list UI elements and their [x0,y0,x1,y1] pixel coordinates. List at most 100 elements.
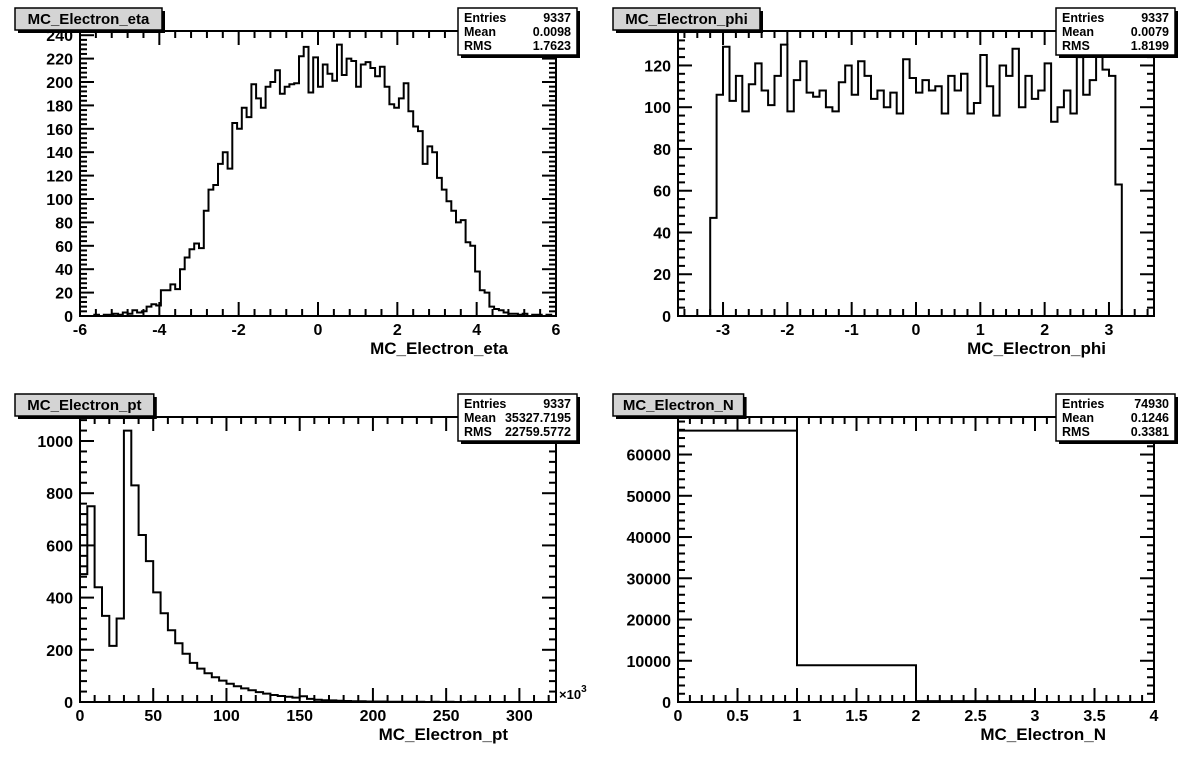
svg-text:1: 1 [976,322,985,339]
pad-mc-electron-eta: -6 -4 -2 0 2 4 6 0 20 40 60 80 100 120 140 160 180 200 220… [0,0,598,386]
svg-text:2.5: 2.5 [964,708,986,725]
svg-text:40000: 40000 [627,530,672,547]
svg-text:20: 20 [55,286,73,303]
svg-text:35327.7195: 35327.7195 [505,411,571,425]
svg-text:180: 180 [46,98,73,115]
svg-text:0.0098: 0.0098 [533,25,571,39]
svg-text:2: 2 [393,322,402,339]
svg-text:RMS: RMS [464,425,492,439]
svg-text:200: 200 [46,643,73,660]
svg-text:×103: ×103 [559,684,587,702]
svg-text:80: 80 [55,215,73,232]
svg-text:4: 4 [1150,708,1159,725]
svg-text:0: 0 [314,322,323,339]
svg-text:300: 300 [506,708,533,725]
svg-text:74930: 74930 [1134,397,1169,411]
svg-text:0: 0 [64,309,73,326]
svg-text:MC_Electron_pt: MC_Electron_pt [379,725,509,744]
svg-text:Mean: Mean [464,411,496,425]
svg-text:2: 2 [912,708,921,725]
svg-text:0.3381: 0.3381 [1131,425,1169,439]
svg-text:20000: 20000 [627,613,672,630]
svg-text:0: 0 [76,708,85,725]
svg-text:100: 100 [46,192,73,209]
svg-text:220: 220 [46,52,73,69]
svg-text:1000: 1000 [37,434,73,451]
svg-text:MC_Electron_pt: MC_Electron_pt [27,397,141,414]
svg-text:4: 4 [472,322,481,339]
svg-text:30000: 30000 [627,571,672,588]
svg-text:-2: -2 [780,322,794,339]
svg-text:MC_Electron_N: MC_Electron_N [980,725,1106,744]
svg-text:Entries: Entries [464,397,506,411]
svg-text:0.0079: 0.0079 [1131,25,1169,39]
svg-text:0: 0 [674,708,683,725]
svg-text:3.5: 3.5 [1083,708,1105,725]
svg-text:150: 150 [286,708,313,725]
svg-text:100: 100 [213,708,240,725]
svg-text:-3: -3 [716,322,730,339]
svg-text:Mean: Mean [1062,25,1094,39]
svg-text:6: 6 [552,322,561,339]
svg-text:60000: 60000 [627,448,672,465]
svg-text:60: 60 [653,184,671,201]
svg-text:Mean: Mean [1062,411,1094,425]
svg-text:10000: 10000 [627,654,672,671]
svg-text:0: 0 [912,322,921,339]
svg-text:80: 80 [653,142,671,159]
svg-text:1.8199: 1.8199 [1131,39,1169,53]
svg-text:120: 120 [644,58,671,75]
svg-text:160: 160 [46,122,73,139]
histogram-mc-electron-pt: 0 50 100 150 200 250 300 0 200 400 600 800 1000 MC_El… [0,386,598,772]
histogram-mc-electron-phi: -3 -2 -1 0 1 2 3 0 20 40 60 80 100 120 MC_Electron_phi… [598,0,1196,386]
svg-text:Mean: Mean [464,25,496,39]
svg-text:MC_Electron_phi: MC_Electron_phi [967,339,1106,358]
svg-text:3: 3 [1105,322,1114,339]
svg-text:RMS: RMS [1062,425,1090,439]
svg-text:1: 1 [793,708,802,725]
svg-text:-1: -1 [845,322,859,339]
svg-text:MC_Electron_phi: MC_Electron_phi [625,11,748,28]
svg-text:Entries: Entries [1062,397,1104,411]
svg-text:2: 2 [1040,322,1049,339]
svg-text:MC_Electron_N: MC_Electron_N [623,397,734,414]
svg-text:0: 0 [662,695,671,712]
svg-text:0.5: 0.5 [726,708,748,725]
svg-text:-4: -4 [152,322,166,339]
svg-text:600: 600 [46,538,73,555]
svg-text:40: 40 [55,262,73,279]
svg-text:Entries: Entries [1062,11,1104,25]
svg-text:-6: -6 [73,322,87,339]
svg-text:0: 0 [64,695,73,712]
svg-text:1.5: 1.5 [845,708,867,725]
svg-text:20: 20 [653,267,671,284]
svg-text:140: 140 [46,145,73,162]
svg-text:Entries: Entries [464,11,506,25]
svg-text:22759.5772: 22759.5772 [505,425,571,439]
svg-text:200: 200 [46,75,73,92]
svg-text:1.7623: 1.7623 [533,39,571,53]
svg-text:MC_Electron_eta: MC_Electron_eta [370,339,508,358]
svg-text:9337: 9337 [543,397,571,411]
svg-text:60: 60 [55,239,73,256]
svg-text:RMS: RMS [464,39,492,53]
pad-mc-electron-pt: 0 50 100 150 200 250 300 0 200 400 600 800 1000 MC_El… [0,386,598,772]
svg-text:800: 800 [46,486,73,503]
svg-text:9337: 9337 [543,11,571,25]
svg-text:120: 120 [46,169,73,186]
svg-text:250: 250 [433,708,460,725]
svg-text:50000: 50000 [627,489,672,506]
svg-text:200: 200 [360,708,387,725]
pad-mc-electron-phi: -3 -2 -1 0 1 2 3 0 20 40 60 80 100 120 MC_Electron_phi… [598,0,1196,386]
histogram-mc-electron-n: 0 0.5 1 1.5 2 2.5 3 3.5 4 0 10000 20000 30000 40000 50… [598,386,1196,772]
svg-text:RMS: RMS [1062,39,1090,53]
svg-text:40: 40 [653,225,671,242]
svg-text:400: 400 [46,591,73,608]
svg-text:3: 3 [1031,708,1040,725]
svg-text:-2: -2 [232,322,246,339]
pad-mc-electron-n: 0 0.5 1 1.5 2 2.5 3 3.5 4 0 10000 20000 30000 40000 50… [598,386,1196,772]
svg-text:0.1246: 0.1246 [1131,411,1169,425]
histogram-mc-electron-eta: -6 -4 -2 0 2 4 6020406080100120140160180200220… [0,0,598,386]
svg-text:50: 50 [144,708,162,725]
